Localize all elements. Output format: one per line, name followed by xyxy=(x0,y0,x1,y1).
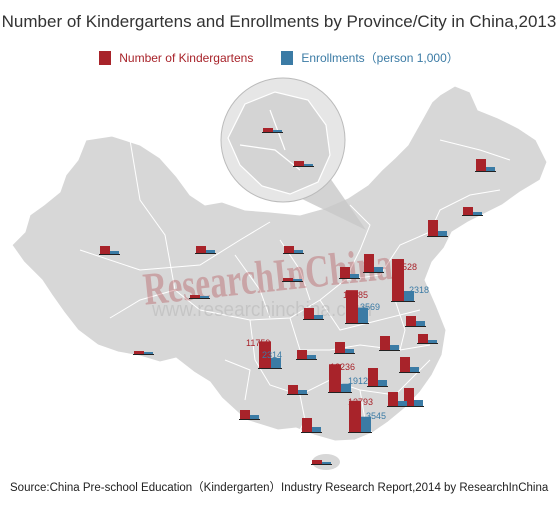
value-label-kindergartens-1: 14485 xyxy=(343,290,368,300)
bar-enrollments-small-23 xyxy=(473,212,482,215)
bar-kindergartens-0 xyxy=(392,259,404,301)
bar-enrollments-small-14 xyxy=(428,340,437,343)
bar-kindergartens-small-21 xyxy=(312,460,322,464)
bar-enrollments-small-22 xyxy=(438,231,447,236)
bar-kindergartens-small-1 xyxy=(196,246,206,253)
bar-enrollments-small-15 xyxy=(390,345,399,350)
bar-kindergartens-small-9 xyxy=(335,342,345,353)
bar-kindergartens-small-23 xyxy=(463,207,473,215)
bar-enrollments-small-7 xyxy=(298,390,307,394)
bar-enrollments-small-9 xyxy=(345,349,354,353)
bar-kindergartens-4 xyxy=(349,400,361,432)
bar-kindergartens-small-20 xyxy=(302,418,312,432)
bar-kindergartens-small-3 xyxy=(283,278,293,281)
bar-kindergartens-small-4 xyxy=(190,295,200,298)
value-labels: 18528 2318 14485 3569 11759 2314 12236 1912 1379… xyxy=(246,262,429,421)
legend-item-kindergartens: Number of Kindergartens xyxy=(99,49,253,66)
value-label-enrollments-4: 3545 xyxy=(366,411,386,421)
bar-kindergartens-small-8 xyxy=(297,350,307,359)
bar-enrollments-4 xyxy=(361,416,371,432)
legend-label-kindergartens: Number of Kindergartens xyxy=(119,50,254,65)
bar-kindergartens-small-26 xyxy=(294,161,304,166)
bar-kindergartens-small-19 xyxy=(388,392,398,406)
bar-kindergartens-small-11 xyxy=(340,267,350,278)
bar-enrollments-small-26 xyxy=(304,164,313,166)
bar-enrollments-1 xyxy=(358,307,368,323)
bar-enrollments-3 xyxy=(341,383,351,392)
bar-kindergartens-small-2 xyxy=(284,246,294,253)
bar-kindergartens-small-12 xyxy=(364,254,374,272)
source-note: Source:China Pre-school Education（Kinder… xyxy=(10,482,549,494)
bar-enrollments-small-12 xyxy=(374,267,383,272)
bar-kindergartens-small-7 xyxy=(288,385,298,394)
beijing-callout xyxy=(220,77,366,230)
bar-kindergartens-2 xyxy=(259,341,271,368)
bar-kindergartens-small-18 xyxy=(404,388,414,406)
bar-enrollments-small-2 xyxy=(294,250,303,253)
value-label-kindergartens-3: 12236 xyxy=(330,362,355,372)
bar-enrollments-small-13 xyxy=(416,321,425,326)
bar-enrollments-small-4 xyxy=(200,296,209,298)
bar-enrollments-small-24 xyxy=(486,167,495,171)
bar-enrollments-small-11 xyxy=(350,274,359,278)
legend: Number of Kindergartens Enrollments（pers… xyxy=(0,49,558,66)
bar-enrollments-small-17 xyxy=(378,380,387,386)
bar-kindergartens-small-6 xyxy=(240,410,250,419)
bar-enrollments-small-18 xyxy=(414,400,423,406)
legend-swatch-kindergartens xyxy=(99,50,112,65)
value-label-kindergartens-2: 11759 xyxy=(246,338,270,348)
bar-enrollments-2 xyxy=(271,358,281,368)
bar-kindergartens-small-14 xyxy=(418,334,428,343)
watermark-url: www.researchinchina.com xyxy=(151,299,372,321)
bar-kindergartens-small-22 xyxy=(428,220,438,236)
bar-kindergartens-small-0 xyxy=(100,246,110,254)
bar-kindergartens-small-24 xyxy=(476,159,486,171)
bar-enrollments-small-3 xyxy=(293,279,302,281)
bar-kindergartens-small-25 xyxy=(263,128,273,132)
bar-enrollments-small-1 xyxy=(206,250,215,253)
bar-enrollments-0 xyxy=(404,291,414,301)
legend-swatch-enrollments xyxy=(281,50,294,65)
bar-kindergartens-1 xyxy=(346,290,358,323)
bar-kindergartens-3 xyxy=(329,364,341,392)
value-label-kindergartens-4: 13793 xyxy=(348,397,373,407)
bar-enrollments-small-20 xyxy=(312,427,321,432)
bar-enrollments-small-16 xyxy=(410,367,419,372)
value-label-enrollments-3: 1912 xyxy=(348,376,368,386)
bar-enrollments-small-25 xyxy=(273,130,282,132)
bar-kindergartens-small-10 xyxy=(304,308,314,319)
bar-enrollments-small-0 xyxy=(110,251,119,254)
bar-kindergartens-small-16 xyxy=(400,357,410,372)
bar-enrollments-small-21 xyxy=(322,462,331,464)
bar-enrollments-small-19 xyxy=(398,401,407,406)
bar-enrollments-small-10 xyxy=(314,315,323,319)
bar-markers xyxy=(99,128,496,465)
callout-region-shape xyxy=(227,91,331,195)
bar-enrollments-small-5 xyxy=(144,352,153,354)
bar-kindergartens-small-13 xyxy=(406,316,416,326)
bar-enrollments-small-8 xyxy=(307,355,316,359)
bar-kindergartens-small-15 xyxy=(380,336,390,350)
value-label-enrollments-0: 2318 xyxy=(409,285,429,295)
legend-item-enrollments: Enrollments（person 1,000） xyxy=(281,49,459,66)
value-label-enrollments-1: 3569 xyxy=(360,302,380,312)
bar-kindergartens-small-17 xyxy=(368,368,378,386)
map-title: Number of Kindergartens and Enrollments … xyxy=(1,12,557,31)
legend-label-enrollments: Enrollments（person 1,000） xyxy=(301,51,459,65)
bar-kindergartens-small-5 xyxy=(134,351,144,354)
bar-enrollments-small-6 xyxy=(250,415,259,419)
value-label-enrollments-2: 2314 xyxy=(262,350,282,360)
value-label-kindergartens-0: 18528 xyxy=(392,262,417,272)
